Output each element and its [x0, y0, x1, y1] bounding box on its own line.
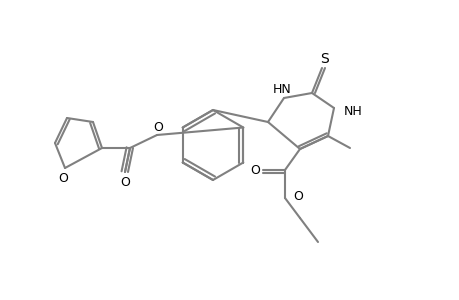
Text: NH: NH	[343, 104, 362, 118]
Text: O: O	[153, 121, 162, 134]
Text: O: O	[120, 176, 129, 188]
Text: S: S	[320, 52, 329, 66]
Text: O: O	[292, 190, 302, 202]
Text: HN: HN	[272, 82, 291, 95]
Text: O: O	[250, 164, 259, 176]
Text: O: O	[58, 172, 68, 184]
